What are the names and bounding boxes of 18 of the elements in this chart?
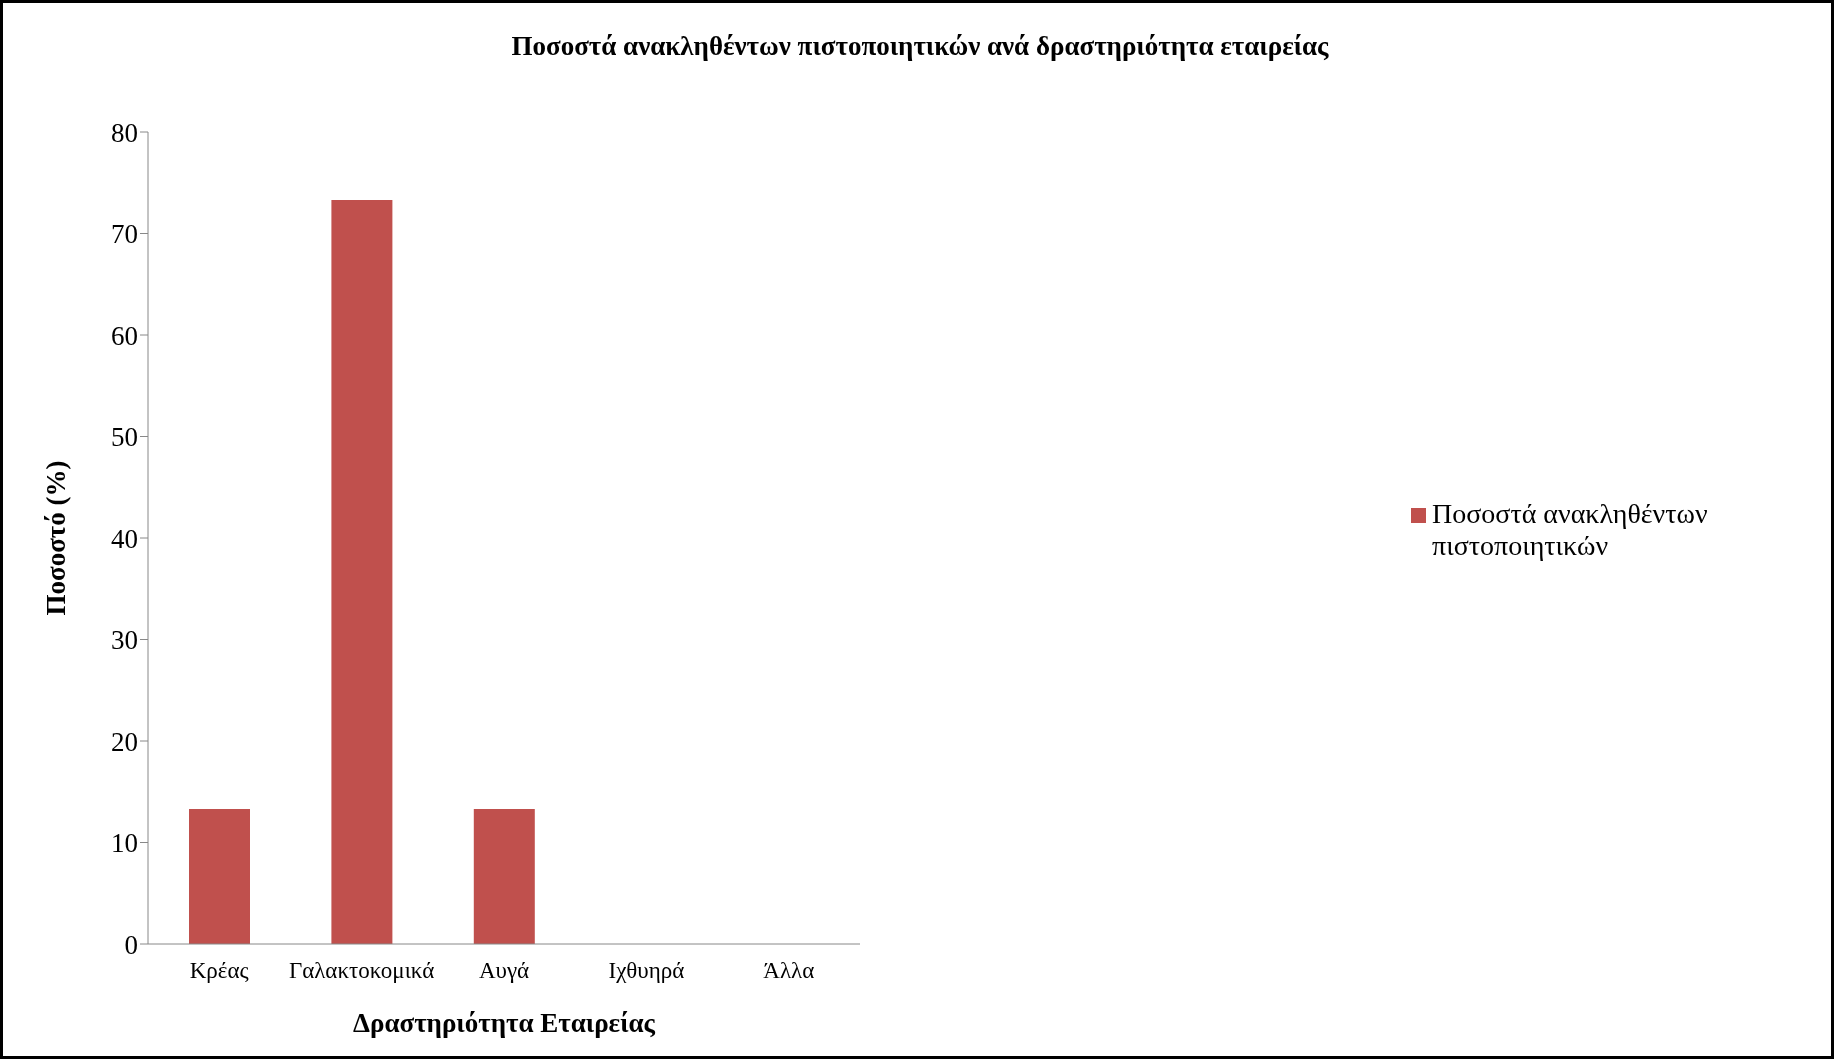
y-tick-label: 10 (111, 828, 138, 859)
y-tick-label: 0 (124, 929, 138, 960)
x-tick-label: Αυγά (478, 958, 530, 984)
y-axis-title: Ποσοστό (%) (40, 460, 71, 616)
x-axis-title: Δραστηριότητα Εταιρείας (353, 1008, 656, 1038)
y-tick-label: 50 (111, 422, 138, 453)
y-tick-label: 60 (111, 320, 138, 351)
text: Ποσοστά ανακληθέντων πιστοποιητικών ανά δραστηριότητα εταιρείας (510, 31, 1330, 62)
y-tick-label: 40 (111, 523, 138, 554)
x-tick-label: Άλλα (763, 958, 815, 984)
y-tick-label: 70 (111, 219, 138, 250)
y-tick-label: 20 (111, 726, 138, 757)
x-tick-label: Γαλακτοκομικά (288, 958, 435, 984)
x-tick-label: Κρέας (189, 958, 249, 984)
y-tick-label: 80 (111, 117, 138, 148)
x-tick-label: Ιχθυηρά (608, 958, 685, 984)
legend-label: Ποσοστά ανακληθέντων πιστοποιητικών (1432, 497, 1709, 562)
y-tick-label: 30 (111, 625, 138, 656)
